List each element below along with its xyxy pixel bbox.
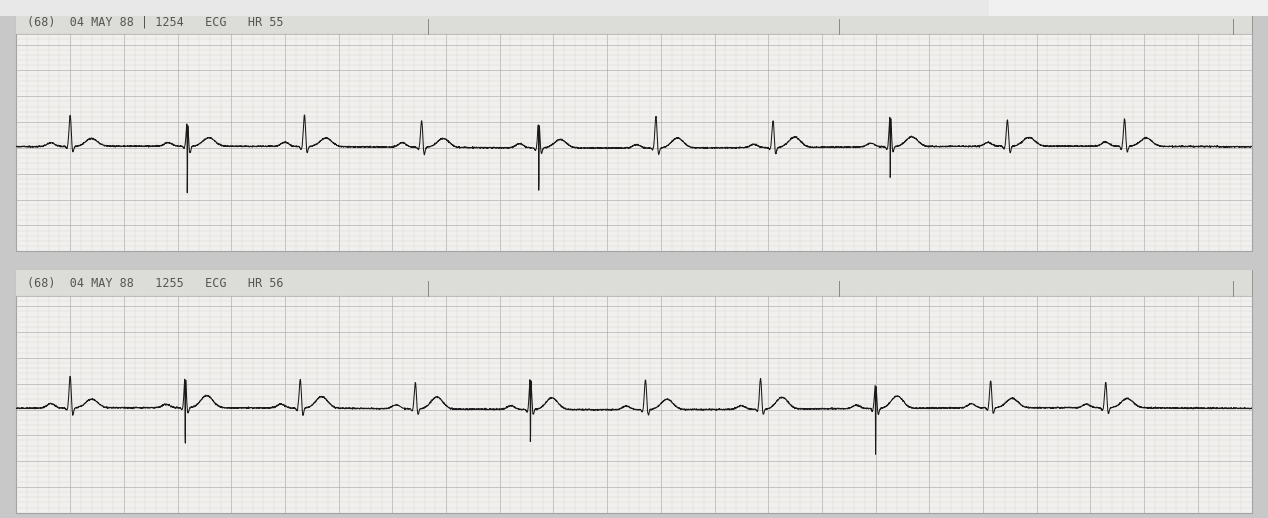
- Bar: [16, 270, 1252, 296]
- Bar: [16, 9, 1252, 34]
- Text: (68)  04 MAY 88   1255   ECG   HR 56: (68) 04 MAY 88 1255 ECG HR 56: [27, 277, 283, 290]
- Bar: [16, 9, 1252, 251]
- Text: (68)  04 MAY 88 | 1254   ECG   HR 55: (68) 04 MAY 88 | 1254 ECG HR 55: [27, 15, 283, 28]
- Bar: [0, 0, 1268, 16]
- Bar: [16, 270, 1252, 513]
- Bar: [989, 0, 1268, 16]
